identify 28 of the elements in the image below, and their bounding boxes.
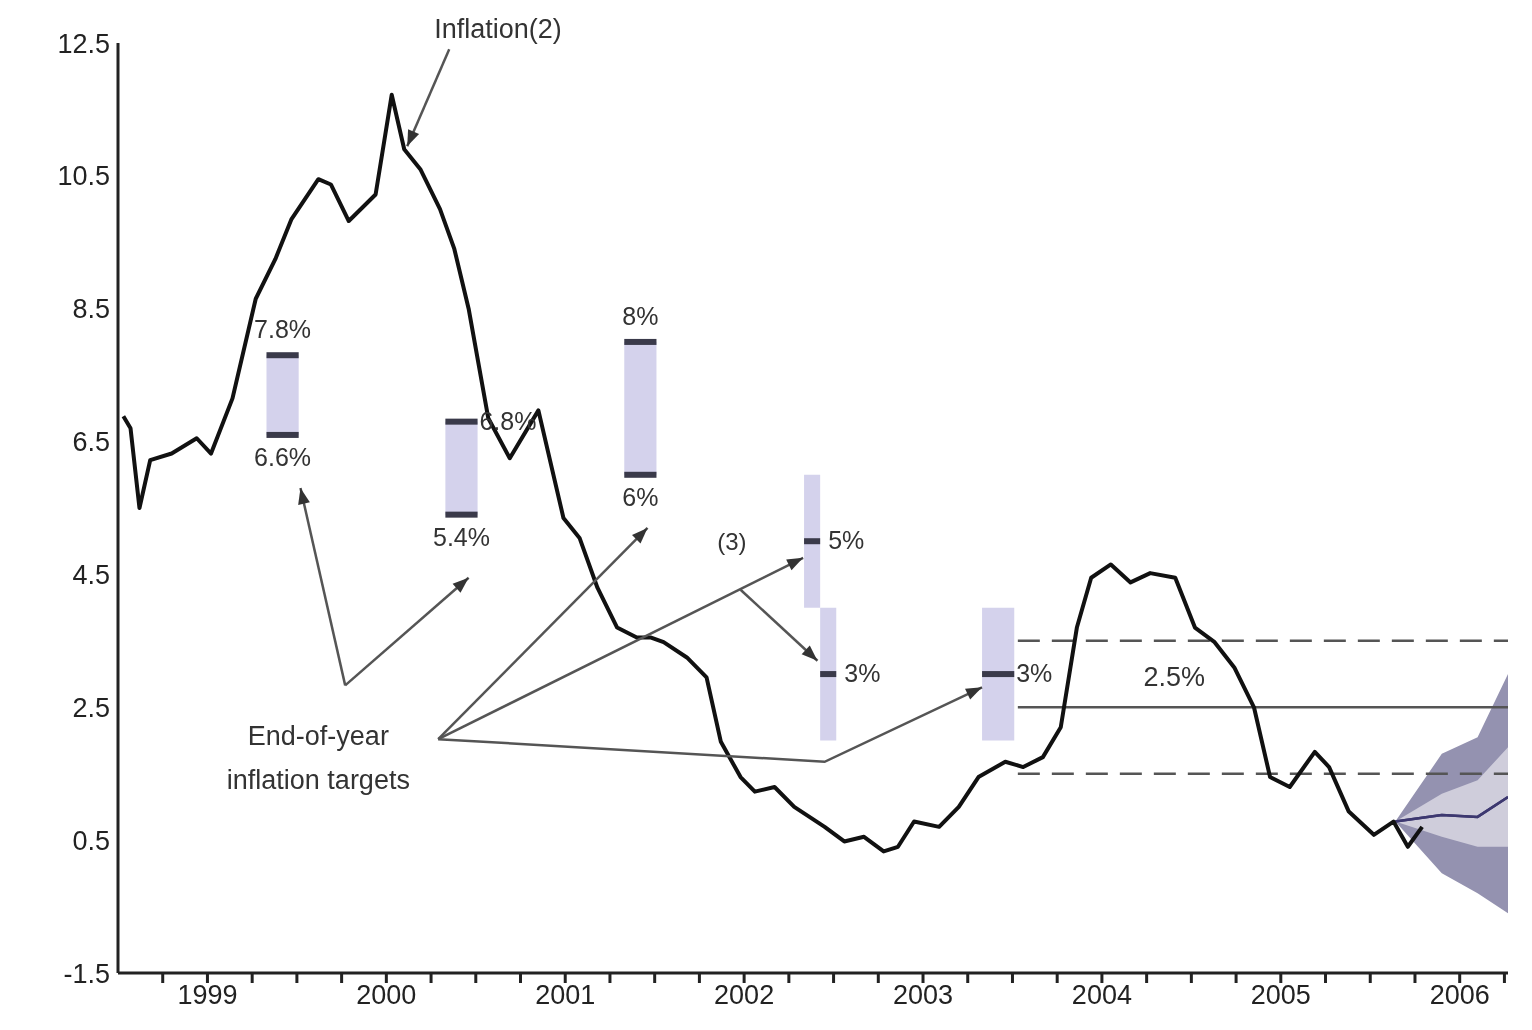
annotation: (3): [717, 527, 747, 556]
annotation: 6.6%: [254, 442, 312, 472]
annotation: 7.8%: [254, 315, 312, 345]
x-tick-label: 2003: [892, 980, 954, 1011]
x-tick-label: 2005: [1250, 980, 1311, 1011]
y-tick-label: 10.5: [57, 161, 110, 192]
annotation: 8%: [622, 301, 659, 331]
annotation: 2.5%: [1143, 662, 1206, 694]
x-tick-label: 2001: [535, 980, 596, 1011]
y-tick-label: 0.5: [72, 825, 110, 856]
x-tick-label: 2006: [1429, 980, 1490, 1011]
y-tick-label: 2.5: [72, 692, 110, 723]
y-tick-label: 4.5: [72, 560, 110, 591]
annotation: End-of-year inflation targets: [225, 719, 411, 797]
x-tick-label: 2004: [1071, 980, 1132, 1011]
x-tick-label: 2000: [356, 980, 417, 1011]
y-tick-label: -1.5: [63, 958, 110, 989]
annotation: Inflation(2): [434, 14, 562, 46]
y-tick-label: 8.5: [72, 294, 110, 325]
annotation: 5.4%: [432, 522, 490, 552]
annotation: 3%: [844, 659, 881, 689]
y-tick-label: 6.5: [72, 427, 110, 458]
annotation: 5%: [828, 526, 865, 556]
y-tick-label: 12.5: [57, 28, 110, 59]
x-tick-label: 2002: [714, 980, 775, 1011]
annotation: 6%: [622, 482, 659, 512]
annotation: 3%: [1016, 659, 1053, 689]
x-tick-label: 1999: [177, 980, 238, 1011]
